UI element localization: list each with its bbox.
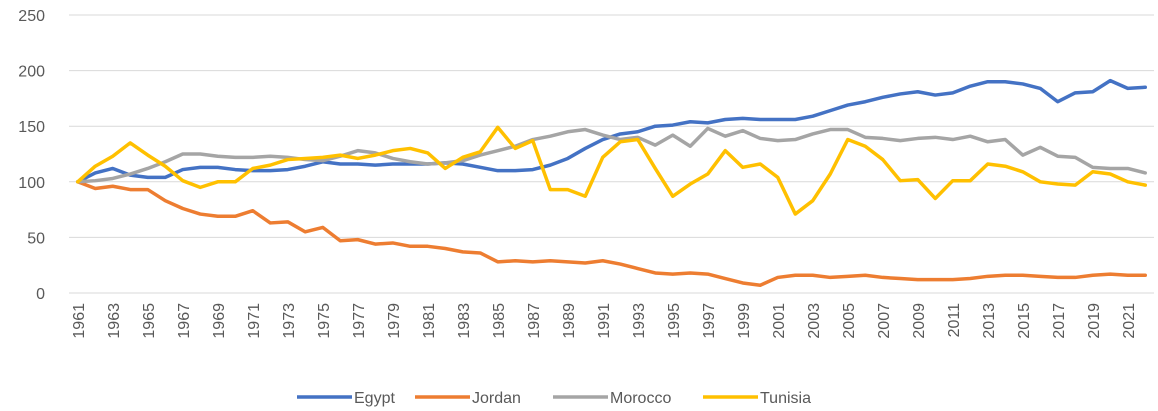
x-tick-label: 1961 [71,303,88,339]
x-tick-label: 1993 [631,303,648,339]
x-tick-label: 2013 [981,303,998,339]
y-tick-label: 100 [18,175,45,192]
x-tick-label: 1985 [491,303,508,339]
x-tick-label: 2001 [771,303,788,339]
x-tick-label: 1967 [176,303,193,339]
x-tick-label: 2003 [806,303,823,339]
x-tick-label: 2011 [946,303,963,338]
y-tick-label: 0 [36,286,45,303]
x-tick-label: 2005 [841,303,858,339]
x-tick-label: 1991 [596,303,613,339]
x-tick-label: 2007 [876,303,893,339]
x-tick-label: 1995 [666,303,683,339]
x-tick-label: 2019 [1086,303,1103,339]
line-series [76,180,1147,287]
x-tick-label: 1999 [736,303,753,339]
x-tick-label: 1983 [456,303,473,339]
x-tick-label: 2015 [1016,303,1033,339]
y-tick-label: 250 [18,8,45,25]
x-tick-label: 1973 [281,303,298,339]
legend-item: Jordan [415,390,521,407]
line-series [76,125,1147,216]
x-tick-label: 1963 [106,303,123,339]
legend-label: Egypt [354,390,395,407]
legend-item: Egypt [297,390,395,407]
x-tick-label: 1989 [561,303,578,339]
line-series [76,126,1147,184]
x-tick-label: 1977 [351,303,368,339]
x-tick-label: 1981 [421,303,438,339]
x-tick-label: 1979 [386,303,403,339]
legend-label: Tunisia [760,390,811,407]
x-tick-label: 2017 [1051,303,1068,339]
legend-item: Morocco [553,390,671,407]
legend-label: Jordan [472,390,521,407]
x-tick-label: 2021 [1121,303,1138,339]
y-tick-label: 200 [18,64,45,81]
x-tick-label: 2009 [911,303,928,339]
y-tick-label: 50 [27,230,45,247]
x-tick-label: 1965 [141,303,158,339]
x-tick-label: 1969 [211,303,228,339]
y-tick-label: 150 [18,119,45,136]
x-tick-label: 1987 [526,303,543,339]
x-tick-label: 1975 [316,303,333,339]
x-tick-label: 1971 [246,303,263,339]
legend-label: Morocco [610,390,671,407]
x-tick-label: 1997 [701,303,718,339]
legend-item: Tunisia [703,390,811,407]
